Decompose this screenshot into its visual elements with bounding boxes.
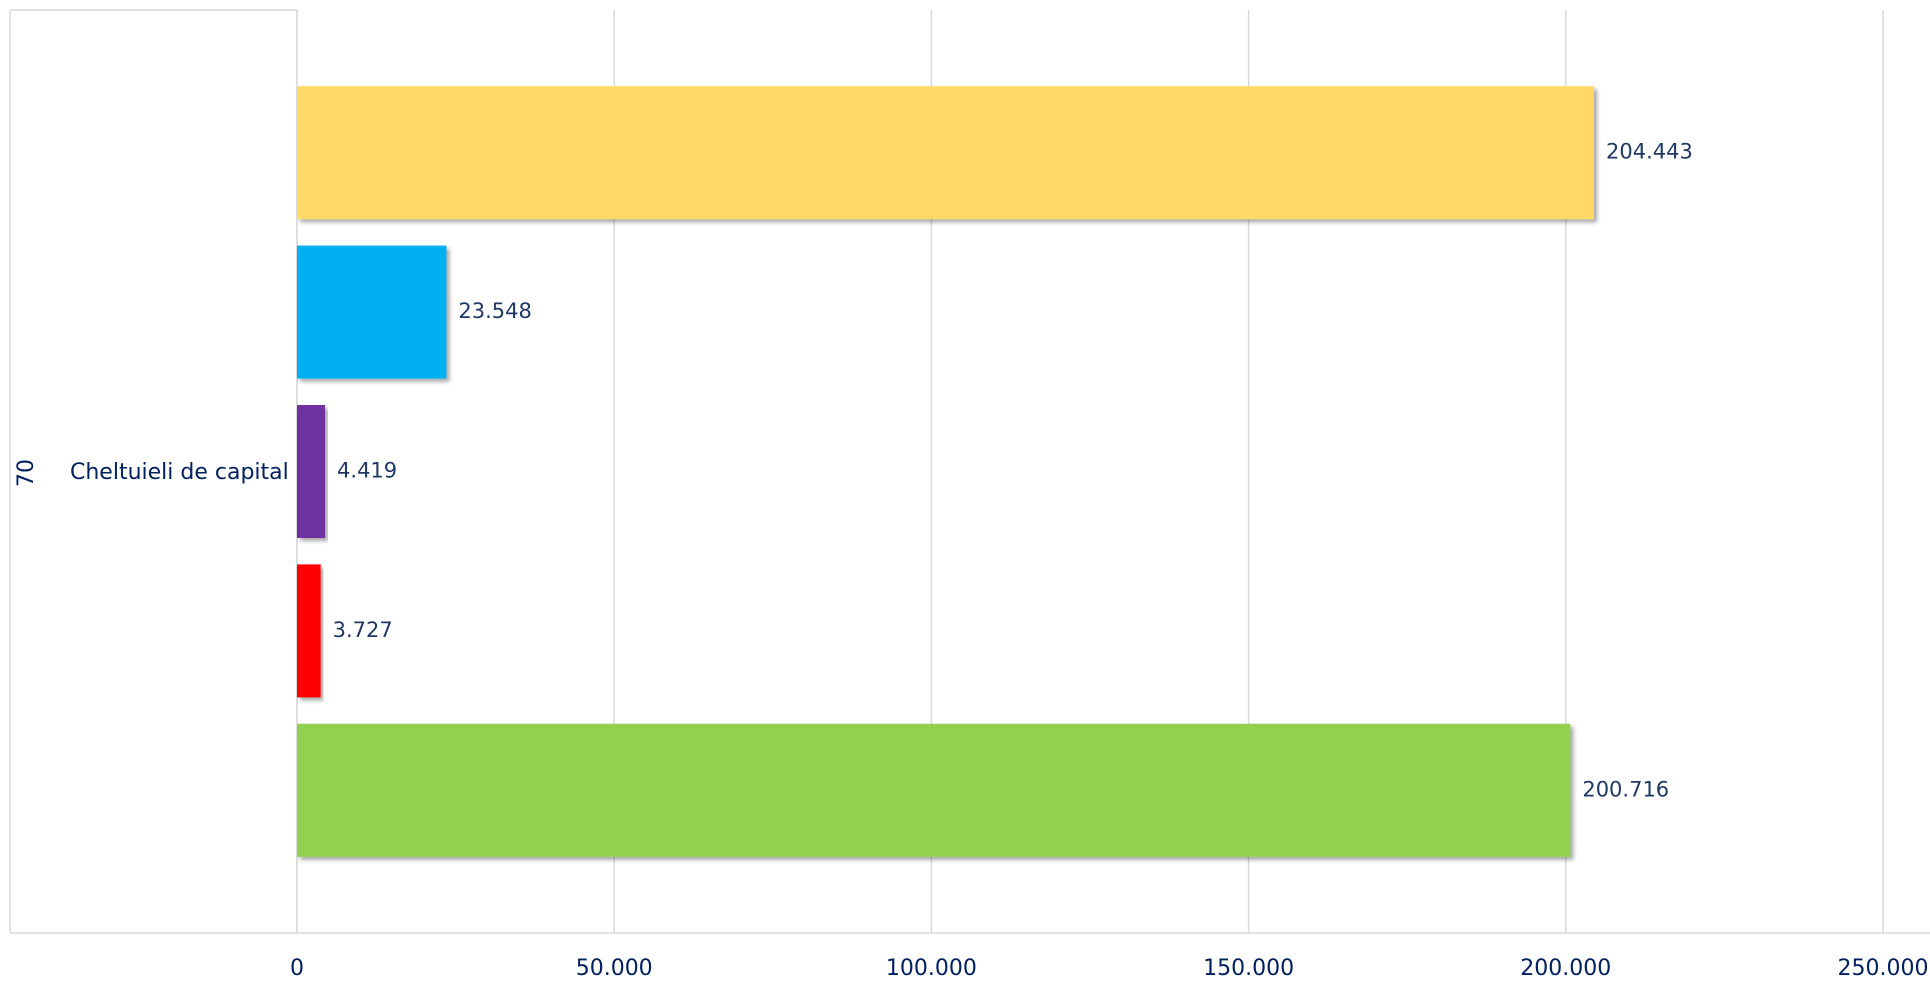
- bar: [297, 564, 321, 698]
- x-tick-label: 0: [290, 956, 304, 981]
- x-tick-label: 150.000: [1203, 956, 1294, 981]
- bar: [297, 405, 326, 538]
- bar: [297, 245, 447, 379]
- x-tick-label: 250.000: [1838, 956, 1929, 981]
- value-label: 23.548: [458, 299, 531, 323]
- value-label: 200.716: [1582, 777, 1669, 801]
- value-label: 3.727: [333, 618, 393, 642]
- outer-category-label: 70: [14, 459, 39, 487]
- x-tick-label: 100.000: [886, 956, 977, 981]
- bar: [297, 723, 1571, 857]
- x-tick-label: 200.000: [1520, 956, 1611, 981]
- x-tick-label: 50.000: [576, 956, 653, 981]
- value-label: 4.419: [337, 459, 397, 483]
- category-label: Cheltuieli de capital: [70, 460, 289, 485]
- value-label: 204.443: [1606, 140, 1693, 164]
- bar: [297, 86, 1594, 220]
